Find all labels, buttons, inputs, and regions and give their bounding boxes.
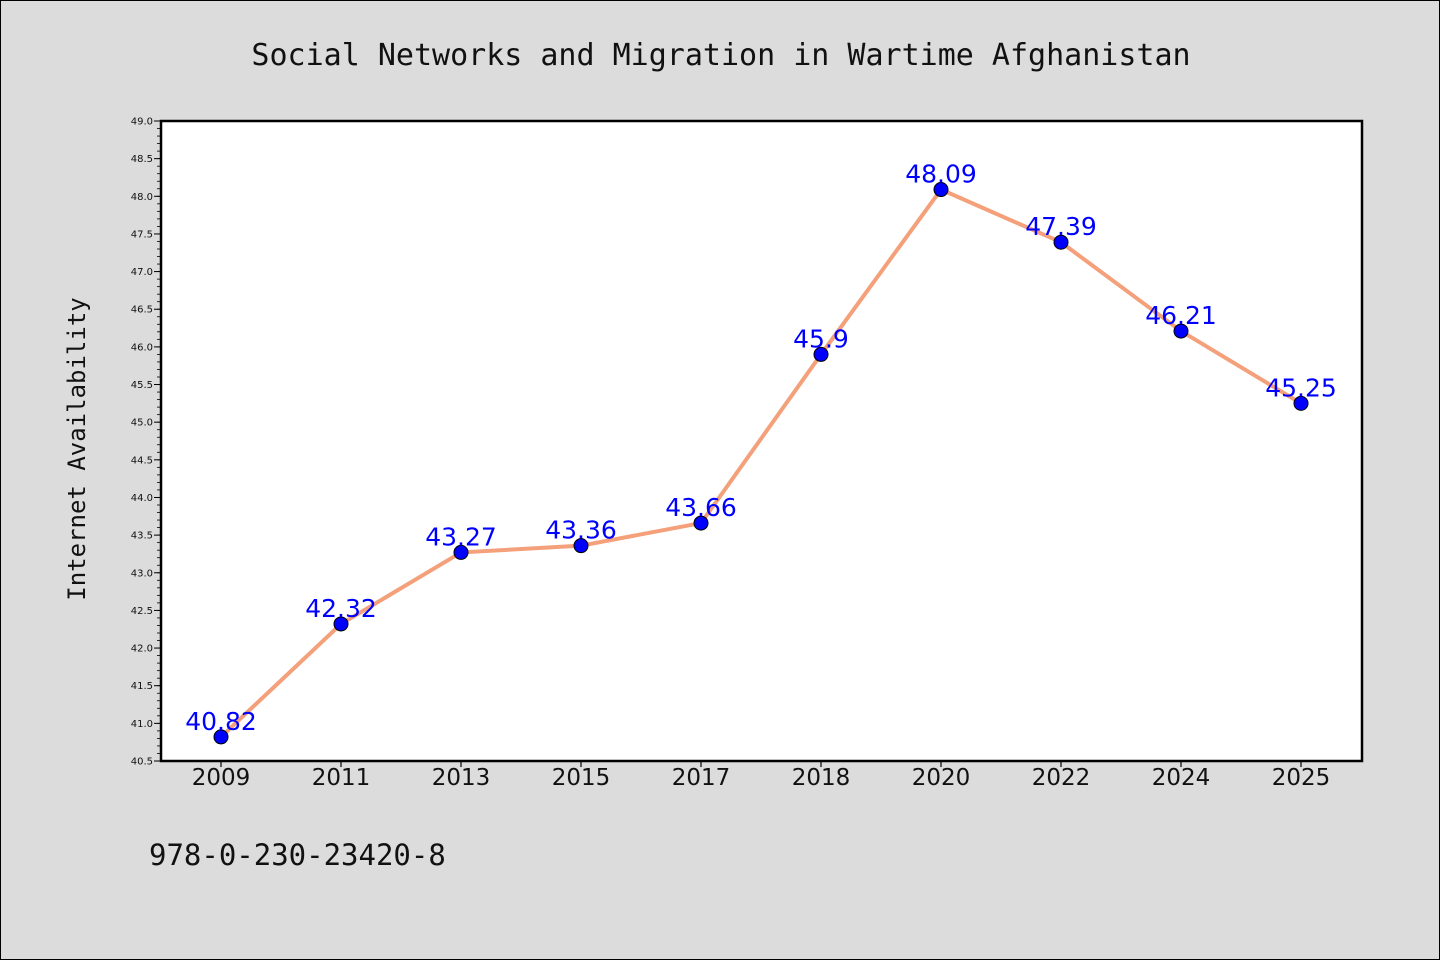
- data-label: 43.66: [665, 493, 737, 522]
- y-tick-label: 40.5: [131, 757, 153, 768]
- x-tick-label: 2015: [552, 765, 611, 791]
- y-tick-label: 45.5: [131, 380, 153, 391]
- y-tick-label: 47.5: [131, 229, 153, 240]
- data-point: [933, 182, 949, 198]
- data-label: 47.39: [1025, 212, 1097, 241]
- x-tick-label: 2025: [1272, 765, 1331, 791]
- series-line: [219, 187, 1303, 739]
- isbn-text: 978-0-230-23420-8: [149, 838, 446, 872]
- y-tick-label: 48.0: [131, 192, 153, 203]
- data-label: 40.82: [185, 707, 257, 736]
- data-point: [453, 544, 469, 560]
- x-tick-label: 2024: [1152, 765, 1211, 791]
- data-label: 48.09: [905, 160, 977, 189]
- x-tick-label: 2022: [1032, 765, 1091, 791]
- data-point: [1053, 234, 1069, 250]
- data-point: [1293, 395, 1309, 411]
- y-tick-label: 44.0: [131, 493, 153, 504]
- y-tick-label: 43.0: [131, 568, 153, 579]
- y-tick-label: 46.5: [131, 305, 153, 316]
- data-point: [1173, 323, 1189, 339]
- data-point: [213, 729, 229, 745]
- x-axis-ticks: 2009 2011 2013 2015 2017 2018 2020 2022 2024 2025: [192, 761, 1331, 791]
- data-label: 45.9: [793, 324, 849, 353]
- x-tick-label: 2011: [312, 765, 371, 791]
- data-point: [813, 346, 829, 362]
- data-point: [333, 616, 349, 632]
- y-tick-label: 46.0: [131, 342, 153, 353]
- y-tick-label: 47.0: [131, 267, 153, 278]
- data-label: 43.27: [425, 522, 497, 551]
- x-tick-label: 2018: [792, 765, 851, 791]
- chart-title: Social Networks and Migration in Wartime…: [251, 38, 1190, 73]
- y-tick-label: 44.5: [131, 455, 153, 466]
- x-tick-label: 2017: [672, 765, 731, 791]
- series-group: 40.82 42.32 43.27 43.36 43.66 45.9 48.09 47.39 4…: [185, 160, 1337, 745]
- y-axis-label: Internet Availability: [63, 297, 91, 600]
- y-tick-label: 42.0: [131, 644, 153, 655]
- y-tick-label: 48.5: [131, 154, 153, 165]
- y-tick-label: 41.5: [131, 681, 153, 692]
- y-tick-label: 49.0: [131, 117, 153, 128]
- x-tick-label: 2020: [912, 765, 971, 791]
- data-label: 43.36: [545, 516, 617, 545]
- x-tick-label: 2009: [192, 765, 251, 791]
- y-tick-label: 41.0: [131, 719, 153, 730]
- data-label: 46.21: [1145, 301, 1217, 330]
- y-axis-ticks: 40.5 41.0 41.5 42.0 42.5 43.0 43.5 44.0 44.5 45.0…: [131, 117, 161, 768]
- data-label: 42.32: [305, 594, 377, 623]
- y-tick-label: 42.5: [131, 606, 153, 617]
- y-tick-label: 45.0: [131, 418, 153, 429]
- data-label: 45.25: [1265, 373, 1337, 402]
- y-tick-label: 43.5: [131, 531, 153, 542]
- x-tick-label: 2013: [432, 765, 491, 791]
- data-point: [573, 538, 589, 554]
- data-point: [693, 515, 709, 531]
